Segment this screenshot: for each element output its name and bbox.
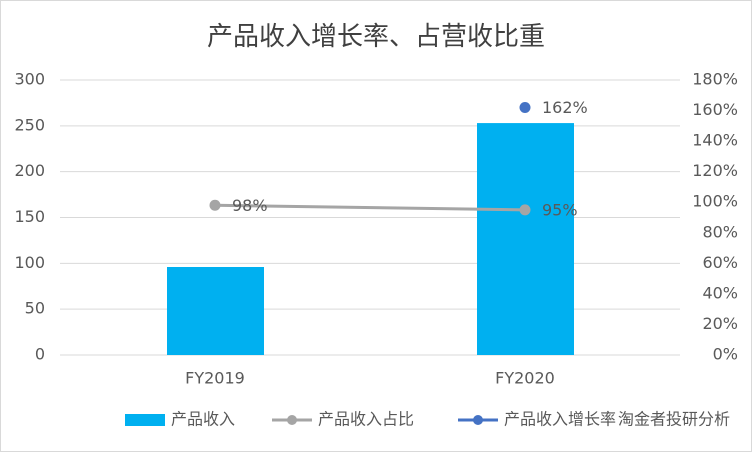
- y2-tick-label: 20%: [702, 314, 738, 333]
- line-marker: [209, 199, 221, 211]
- y-tick-label: 50: [25, 299, 45, 318]
- legend-marker: [287, 415, 297, 425]
- y2-tick-label: 120%: [692, 161, 738, 180]
- data-label: 98%: [232, 196, 268, 215]
- y2-tick-label: 180%: [692, 70, 738, 89]
- watermark: 淘金者投研分析: [618, 410, 730, 429]
- line-marker: [519, 204, 531, 216]
- data-label: 95%: [542, 200, 578, 219]
- y-tick-label: 200: [14, 161, 45, 180]
- y2-tick-label: 0%: [713, 345, 738, 364]
- bar: [167, 267, 264, 355]
- chart-title: 产品收入增长率、占营收比重: [207, 22, 545, 52]
- y-tick-label: 100: [14, 253, 45, 272]
- bar: [477, 123, 574, 355]
- y-tick-label: 250: [14, 115, 45, 134]
- y2-tick-label: 40%: [702, 283, 738, 302]
- line: [214, 203, 526, 212]
- legend-label: 产品收入占比: [318, 410, 414, 429]
- y2-tick-label: 160%: [692, 100, 738, 119]
- legend-label: 产品收入: [171, 410, 235, 429]
- data-label: 162%: [542, 98, 588, 117]
- y2-tick-label: 60%: [702, 253, 738, 272]
- y-tick-label: 300: [14, 70, 45, 89]
- y-tick-label: 0: [35, 345, 45, 364]
- y-tick-label: 150: [14, 207, 45, 226]
- y2-tick-label: 100%: [692, 192, 738, 211]
- point: [519, 102, 531, 113]
- legend-swatch: [125, 414, 165, 426]
- x-tick-label: FY2020: [495, 369, 555, 388]
- legend-label: 产品收入增长率: [504, 410, 616, 429]
- y2-tick-label: 80%: [702, 222, 738, 241]
- legend-marker: [473, 415, 483, 425]
- y2-tick-label: 140%: [692, 131, 738, 150]
- x-tick-label: FY2019: [185, 369, 245, 388]
